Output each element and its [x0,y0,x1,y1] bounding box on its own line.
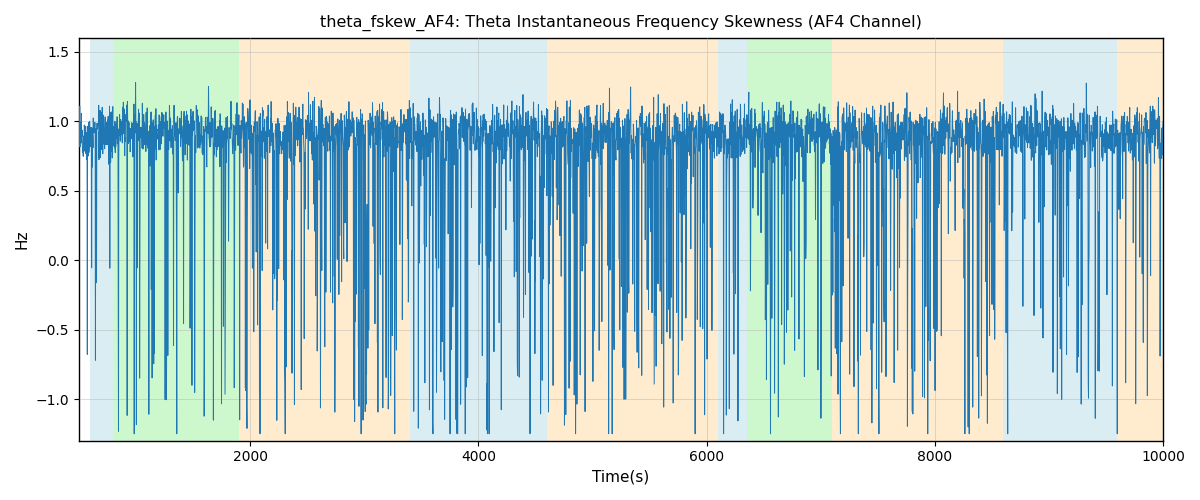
Bar [1117,38,1163,440]
Bar [1003,38,1117,440]
Bar [547,38,718,440]
Bar [746,38,832,440]
Bar [832,38,1003,440]
Bar [410,38,547,440]
Title: theta_fskew_AF4: Theta Instantaneous Frequency Skewness (AF4 Channel): theta_fskew_AF4: Theta Instantaneous Fre… [320,15,922,31]
Bar [239,38,410,440]
X-axis label: Time(s): Time(s) [593,470,649,485]
Bar [90,38,113,440]
Y-axis label: Hz: Hz [14,230,30,249]
Bar [718,38,746,440]
Bar [113,38,239,440]
